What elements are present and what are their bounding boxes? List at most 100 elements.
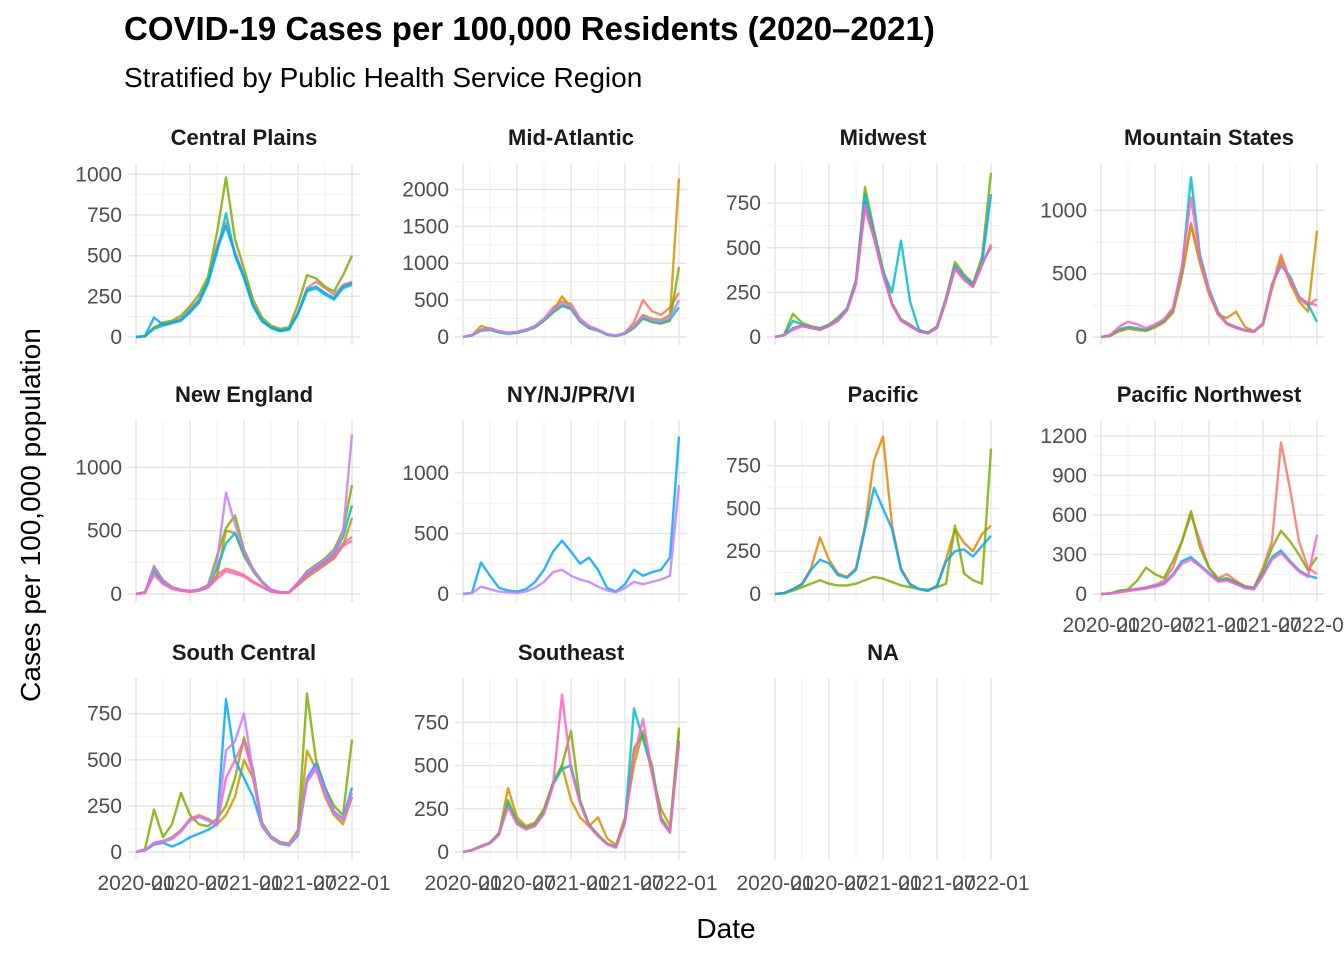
- x-tick-label: 2020-07: [151, 872, 228, 895]
- x-tick-label: 2022-01: [313, 872, 390, 895]
- x-tick-label: 2021-01: [1170, 614, 1247, 637]
- y-tick-label: 0: [110, 841, 122, 864]
- y-tick-label: 500: [414, 522, 449, 545]
- x-tick-label: 2020-01: [424, 872, 501, 895]
- y-tick-label: 1000: [75, 456, 122, 479]
- x-tick-label: 2020-07: [1116, 614, 1193, 637]
- y-tick-label: 2000: [402, 178, 449, 201]
- facet-panel: Mid-Atlantic 0 500 1000 1500 2000: [402, 125, 687, 349]
- panel-title: NA: [867, 640, 899, 665]
- series-line: [462, 693, 681, 854]
- y-tick-label: 250: [414, 798, 449, 821]
- y-tick-label: 750: [414, 711, 449, 734]
- x-tick-label: 2020-01: [97, 872, 174, 895]
- y-tick-label: 500: [1052, 263, 1087, 286]
- series-line: [1100, 509, 1318, 596]
- panel-title: Pacific Northwest: [1117, 382, 1302, 407]
- y-tick-label: 1000: [402, 252, 449, 275]
- x-tick-label: 2022-01: [952, 872, 1029, 895]
- y-tick-label: 750: [87, 703, 122, 726]
- y-tick-label: 0: [749, 326, 761, 349]
- panel-title: Mid-Atlantic: [508, 125, 634, 150]
- chart-subtitle: Stratified by Public Health Service Regi…: [124, 62, 643, 93]
- facet-panel: NY/NJ/PR/VI 0 500 1000: [402, 382, 687, 606]
- y-tick-label: 0: [1075, 326, 1087, 349]
- y-tick-label: 500: [414, 755, 449, 778]
- x-tick-label: 2022-01: [640, 872, 717, 895]
- series-line: [462, 436, 681, 596]
- y-tick-label: 900: [1052, 464, 1087, 487]
- x-tick-label: 2020-07: [478, 872, 555, 895]
- facet-panel: Southeast 0 250 500 750 2020-012020-072021-01…: [414, 640, 718, 895]
- panel-title: NY/NJ/PR/VI: [507, 382, 635, 407]
- facet-panel: South Central02505007502020-012020-07202…: [87, 640, 391, 895]
- y-tick-label: 1000: [1040, 199, 1087, 222]
- y-tick-label: 750: [726, 192, 761, 215]
- y-tick-label: 0: [110, 583, 122, 606]
- series-line: [135, 697, 354, 854]
- series-line: [462, 484, 681, 596]
- y-tick-label: 250: [726, 281, 761, 304]
- series-line: [135, 712, 354, 854]
- panel-title: New England: [175, 382, 313, 407]
- series-line: [462, 299, 681, 339]
- y-tick-label: 0: [437, 841, 449, 864]
- y-tick-label: 1500: [402, 215, 449, 238]
- x-tick-label: 2021-07: [259, 872, 336, 895]
- series-line: [774, 486, 992, 596]
- x-tick-label: 2020-07: [790, 872, 867, 895]
- series-line: [135, 434, 354, 596]
- y-tick-label: 1200: [1040, 425, 1087, 448]
- facet-panel: Midwest 0 250 500 750: [726, 125, 999, 349]
- y-tick-label: 500: [87, 749, 122, 772]
- y-tick-label: 0: [1075, 583, 1087, 606]
- y-tick-label: 750: [87, 204, 122, 227]
- series-line: [774, 448, 993, 596]
- y-axis-title: Cases per 100,000 population: [15, 328, 46, 702]
- y-tick-label: 1000: [75, 163, 122, 186]
- y-tick-label: 600: [1052, 504, 1087, 527]
- y-tick-label: 300: [1052, 543, 1087, 566]
- panel-title: Southeast: [518, 640, 625, 665]
- x-tick-label: 2022-01: [1278, 614, 1344, 637]
- x-tick-label: 2021-01: [532, 872, 609, 895]
- facet-panels: Central Plains02505007501000Mid-Atlantic…: [75, 125, 1344, 895]
- series-line: [774, 203, 993, 339]
- y-tick-label: 0: [437, 583, 449, 606]
- y-tick-label: 250: [87, 795, 122, 818]
- series-line: [1100, 534, 1319, 596]
- series-line: [135, 692, 354, 854]
- facet-panel: Mountain States 0 500 1000: [1040, 125, 1325, 349]
- y-tick-label: 1000: [402, 462, 449, 485]
- panel-title: Central Plains: [171, 125, 318, 150]
- y-tick-label: 0: [437, 326, 449, 349]
- x-tick-label: 2021-07: [1224, 614, 1301, 637]
- y-tick-label: 500: [87, 245, 122, 268]
- facet-panel: Pacific Northwest030060090012002020-0120…: [1040, 382, 1344, 637]
- y-tick-label: 500: [414, 289, 449, 312]
- panel-title: Pacific: [848, 382, 919, 407]
- series-line: [1100, 196, 1318, 339]
- y-tick-label: 250: [726, 540, 761, 563]
- y-tick-label: 500: [726, 497, 761, 520]
- y-tick-label: 750: [726, 455, 761, 478]
- series-line: [135, 176, 354, 339]
- panel-title: Mountain States: [1124, 125, 1294, 150]
- x-tick-label: 2021-01: [205, 872, 282, 895]
- panel-title: Midwest: [840, 125, 927, 150]
- x-tick-label: 2021-01: [844, 872, 921, 895]
- series-line: [135, 539, 353, 596]
- chart-title: COVID-19 Cases per 100,000 Residents (20…: [124, 10, 935, 47]
- y-tick-label: 500: [726, 237, 761, 260]
- x-tick-label: 2020-01: [1062, 614, 1139, 637]
- y-tick-label: 0: [749, 583, 761, 606]
- x-tick-label: 2020-01: [736, 872, 813, 895]
- series-line: [135, 225, 353, 339]
- facet-panel: Pacific 0 250 500 750: [726, 382, 999, 606]
- facet-panel: Central Plains 0 250 500 750 1000: [75, 125, 360, 349]
- panel-title: South Central: [172, 640, 316, 665]
- x-tick-label: 2021-07: [898, 872, 975, 895]
- y-tick-label: 250: [87, 285, 122, 308]
